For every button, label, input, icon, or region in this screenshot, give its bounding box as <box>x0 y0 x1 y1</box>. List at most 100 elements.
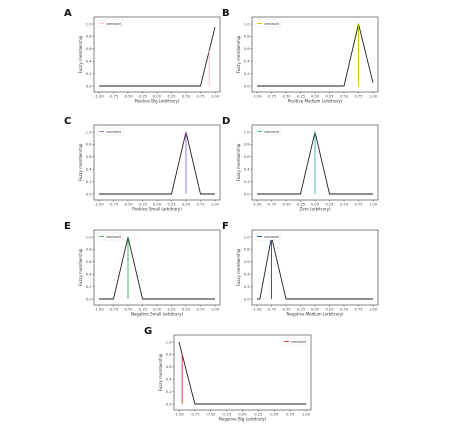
membership-line <box>99 26 216 87</box>
y-tick-label: 0.2 <box>86 285 92 289</box>
x-tick-label: -0.75 <box>267 203 276 207</box>
y-tick-label: 0.0 <box>86 84 92 88</box>
y-tick-label: 0.2 <box>86 180 92 184</box>
x-tick-label: 1.00 <box>369 308 378 312</box>
x-tick-label: -0.25 <box>138 95 147 99</box>
x-tick-label: 1.00 <box>302 413 311 417</box>
x-tick-label: 0.50 <box>340 203 349 207</box>
x-tick-label: -1.00 <box>252 203 262 207</box>
y-axis-label: Fuzzy membership <box>158 353 163 391</box>
y-tick-label: 0.6 <box>244 260 250 264</box>
legend-label: centroid <box>106 235 121 239</box>
x-tick-label: -0.50 <box>281 308 291 312</box>
x-tick-label: -1.00 <box>252 308 262 312</box>
x-tick-label: 0.25 <box>167 95 175 99</box>
y-tick-label: 0.6 <box>86 47 92 51</box>
y-axis-label: Fuzzy membership <box>78 35 83 73</box>
y-tick-label: 0.6 <box>86 155 92 159</box>
membership-line <box>99 236 215 300</box>
x-axis-label: Zero (arbitrary) <box>299 207 330 212</box>
panel-label-f: F <box>222 221 229 232</box>
y-axis-label: Fuzzy membership <box>78 143 83 181</box>
x-tick-label: -1.00 <box>94 203 104 207</box>
legend-box <box>281 337 309 346</box>
y-tick-label: 0.2 <box>86 72 92 76</box>
plot-frame <box>93 16 221 93</box>
plot-frame <box>173 334 312 411</box>
x-tick-label: 0.25 <box>167 203 175 207</box>
legend-label: centroid <box>264 22 279 26</box>
y-tick-label: 0.4 <box>244 60 250 64</box>
x-tick-label: -0.50 <box>123 95 133 99</box>
y-tick-label: 1.0 <box>86 130 92 134</box>
y-tick-label: 0.8 <box>244 35 250 39</box>
membership-line <box>257 23 374 87</box>
x-tick-label: -0.50 <box>281 95 291 99</box>
legend: centroid <box>96 19 124 28</box>
y-tick-label: 0.8 <box>86 143 92 147</box>
x-tick-label: 1.00 <box>211 203 220 207</box>
y-tick-label: 1.0 <box>166 340 172 344</box>
y-tick-label: 0.8 <box>86 248 92 252</box>
x-tick-label: -0.25 <box>222 413 231 417</box>
y-tick-label: 0.8 <box>244 248 250 252</box>
x-axis-label: Positive Big (arbitrary) <box>135 99 180 104</box>
y-tick-label: 0.0 <box>86 297 92 301</box>
y-tick-label: 1.0 <box>86 22 92 26</box>
x-tick-label: 0.25 <box>254 413 262 417</box>
x-tick-label: 0.50 <box>340 95 349 99</box>
y-tick-label: 0.6 <box>244 155 250 159</box>
y-axis-label: Fuzzy membership <box>78 248 83 286</box>
x-tick-label: 0.25 <box>167 308 175 312</box>
legend-box <box>96 127 124 136</box>
x-tick-label: -0.25 <box>296 95 305 99</box>
membership-line <box>178 341 306 405</box>
x-tick-label: 1.00 <box>369 95 378 99</box>
panel-label-b: B <box>222 8 230 19</box>
panel-label-c: C <box>64 116 71 127</box>
x-tick-label: 0.00 <box>311 308 320 312</box>
y-tick-label: 0.6 <box>244 47 250 51</box>
y-tick-label: 1.0 <box>244 22 250 26</box>
y-tick-label: 0.0 <box>86 192 92 196</box>
x-tick-label: 0.50 <box>182 308 191 312</box>
legend: centroid <box>281 337 309 346</box>
legend-box <box>254 232 282 241</box>
x-tick-label: -0.25 <box>138 203 147 207</box>
plot-frame <box>93 124 221 201</box>
x-tick-label: 0.00 <box>153 308 162 312</box>
y-tick-label: 0.4 <box>86 273 92 277</box>
x-tick-label: -1.00 <box>94 308 104 312</box>
panel-label-d: D <box>222 116 230 127</box>
legend-label: centroid <box>264 235 279 239</box>
y-tick-label: 0.0 <box>166 402 172 406</box>
y-tick-label: 0.4 <box>86 60 92 64</box>
x-tick-label: 0.00 <box>238 413 247 417</box>
x-tick-label: 0.25 <box>325 95 333 99</box>
x-tick-label: -1.00 <box>174 413 184 417</box>
x-tick-label: 1.00 <box>211 95 220 99</box>
y-tick-label: 1.0 <box>86 235 92 239</box>
panel-b: B -1.00 -0.75 -0.50 -0.25 0.00 0.25 0.50 0.75 1.0… <box>222 8 379 104</box>
legend-box <box>254 19 282 28</box>
x-tick-label: 0.00 <box>311 95 320 99</box>
x-tick-label: -0.75 <box>109 308 118 312</box>
x-tick-label: -0.50 <box>281 203 291 207</box>
x-tick-label: 0.50 <box>340 308 349 312</box>
x-axis-label: Negative Medium (arbitrary) <box>286 312 343 317</box>
x-tick-label: 0.75 <box>196 203 204 207</box>
panel-g: G -1.00 -0.75 -0.50 -0.25 0.00 0.25 0.50 0.75 1.0… <box>144 326 312 422</box>
panel-label-g: G <box>144 326 152 337</box>
x-tick-label: -0.75 <box>109 203 118 207</box>
legend-label: centroid <box>106 22 121 26</box>
x-tick-label: 0.75 <box>196 308 204 312</box>
legend-label: centroid <box>291 340 306 344</box>
x-tick-label: -1.00 <box>252 95 262 99</box>
legend-box <box>96 232 124 241</box>
x-tick-label: -0.75 <box>109 95 118 99</box>
y-tick-label: 0.6 <box>86 260 92 264</box>
x-tick-label: 0.75 <box>196 95 204 99</box>
x-tick-label: 0.00 <box>153 203 162 207</box>
y-tick-label: 0.8 <box>166 353 172 357</box>
